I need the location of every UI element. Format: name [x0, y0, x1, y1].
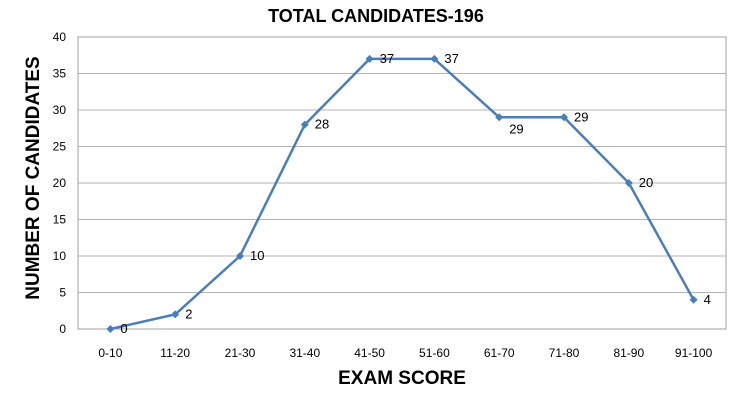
data-point-31-40: [300, 120, 309, 129]
y-tick-label-5: 5: [59, 286, 66, 300]
chart-title: TOTAL CANDIDATES-196: [268, 6, 484, 26]
data-label-51-60: 37: [444, 51, 458, 66]
data-point-81-90: [624, 179, 633, 187]
x-tick-label-61-70: 61-70: [484, 346, 515, 360]
markers-group: [106, 54, 698, 333]
data-point-91-100: [689, 295, 698, 304]
data-label-81-90: 20: [639, 175, 653, 190]
y-tick-label-0: 0: [59, 322, 66, 336]
data-point-11-20: [171, 310, 180, 319]
data-point-61-70: [495, 113, 504, 122]
x-tick-label-41-50: 41-50: [354, 346, 385, 360]
x-tick-label-71-80: 71-80: [549, 346, 580, 360]
gridlines: [78, 73, 726, 293]
y-tick-label-30: 30: [53, 103, 67, 117]
data-label-71-80: 29: [574, 109, 588, 124]
data-label-61-70: 29: [509, 121, 523, 136]
y-tick-label-20: 20: [53, 176, 67, 190]
x-tick-label-11-20: 11-20: [160, 346, 190, 360]
y-tick-label-25: 25: [53, 140, 67, 154]
data-point-0-10: [106, 325, 115, 333]
data-label-11-20: 2: [185, 306, 192, 321]
x-axis-ticks: 0-10 11-20 21-30 31-40 41-50 51-60 61-70 71-80 8…: [98, 346, 712, 360]
data-point-41-50: [365, 54, 374, 63]
series-group: [110, 57, 695, 331]
x-tick-label-31-40: 31-40: [289, 346, 320, 360]
data-label-41-50: 37: [380, 51, 394, 66]
data-point-51-60: [430, 54, 439, 63]
x-tick-label-81-90: 81-90: [613, 346, 644, 360]
data-point-21-30: [236, 252, 244, 260]
x-tick-label-0-10: 0-10: [98, 346, 122, 360]
y-tick-label-40: 40: [53, 30, 67, 44]
x-axis-label: EXAM SCORE: [338, 368, 466, 389]
data-label-91-100: 4: [704, 292, 711, 307]
y-tick-label-35: 35: [53, 67, 67, 81]
y-tick-label-15: 15: [53, 213, 67, 227]
data-label-0-10: 0: [120, 321, 127, 336]
x-tick-label-21-30: 21-30: [225, 346, 256, 360]
x-tick-label-51-60: 51-60: [419, 346, 450, 360]
x-tick-label-91-100: 91-100: [675, 346, 713, 360]
y-tick-label-10: 10: [53, 249, 67, 263]
data-label-21-30: 10: [250, 248, 264, 263]
series-line: [110, 57, 695, 331]
data-labels-group: 0 2 10 28 37 37 29 29 20 4: [120, 51, 710, 336]
y-axis-ticks: 0 5 10 15 20 25 30 35 40: [53, 30, 67, 336]
data-point-71-80: [560, 113, 568, 122]
data-label-31-40: 28: [315, 117, 329, 132]
